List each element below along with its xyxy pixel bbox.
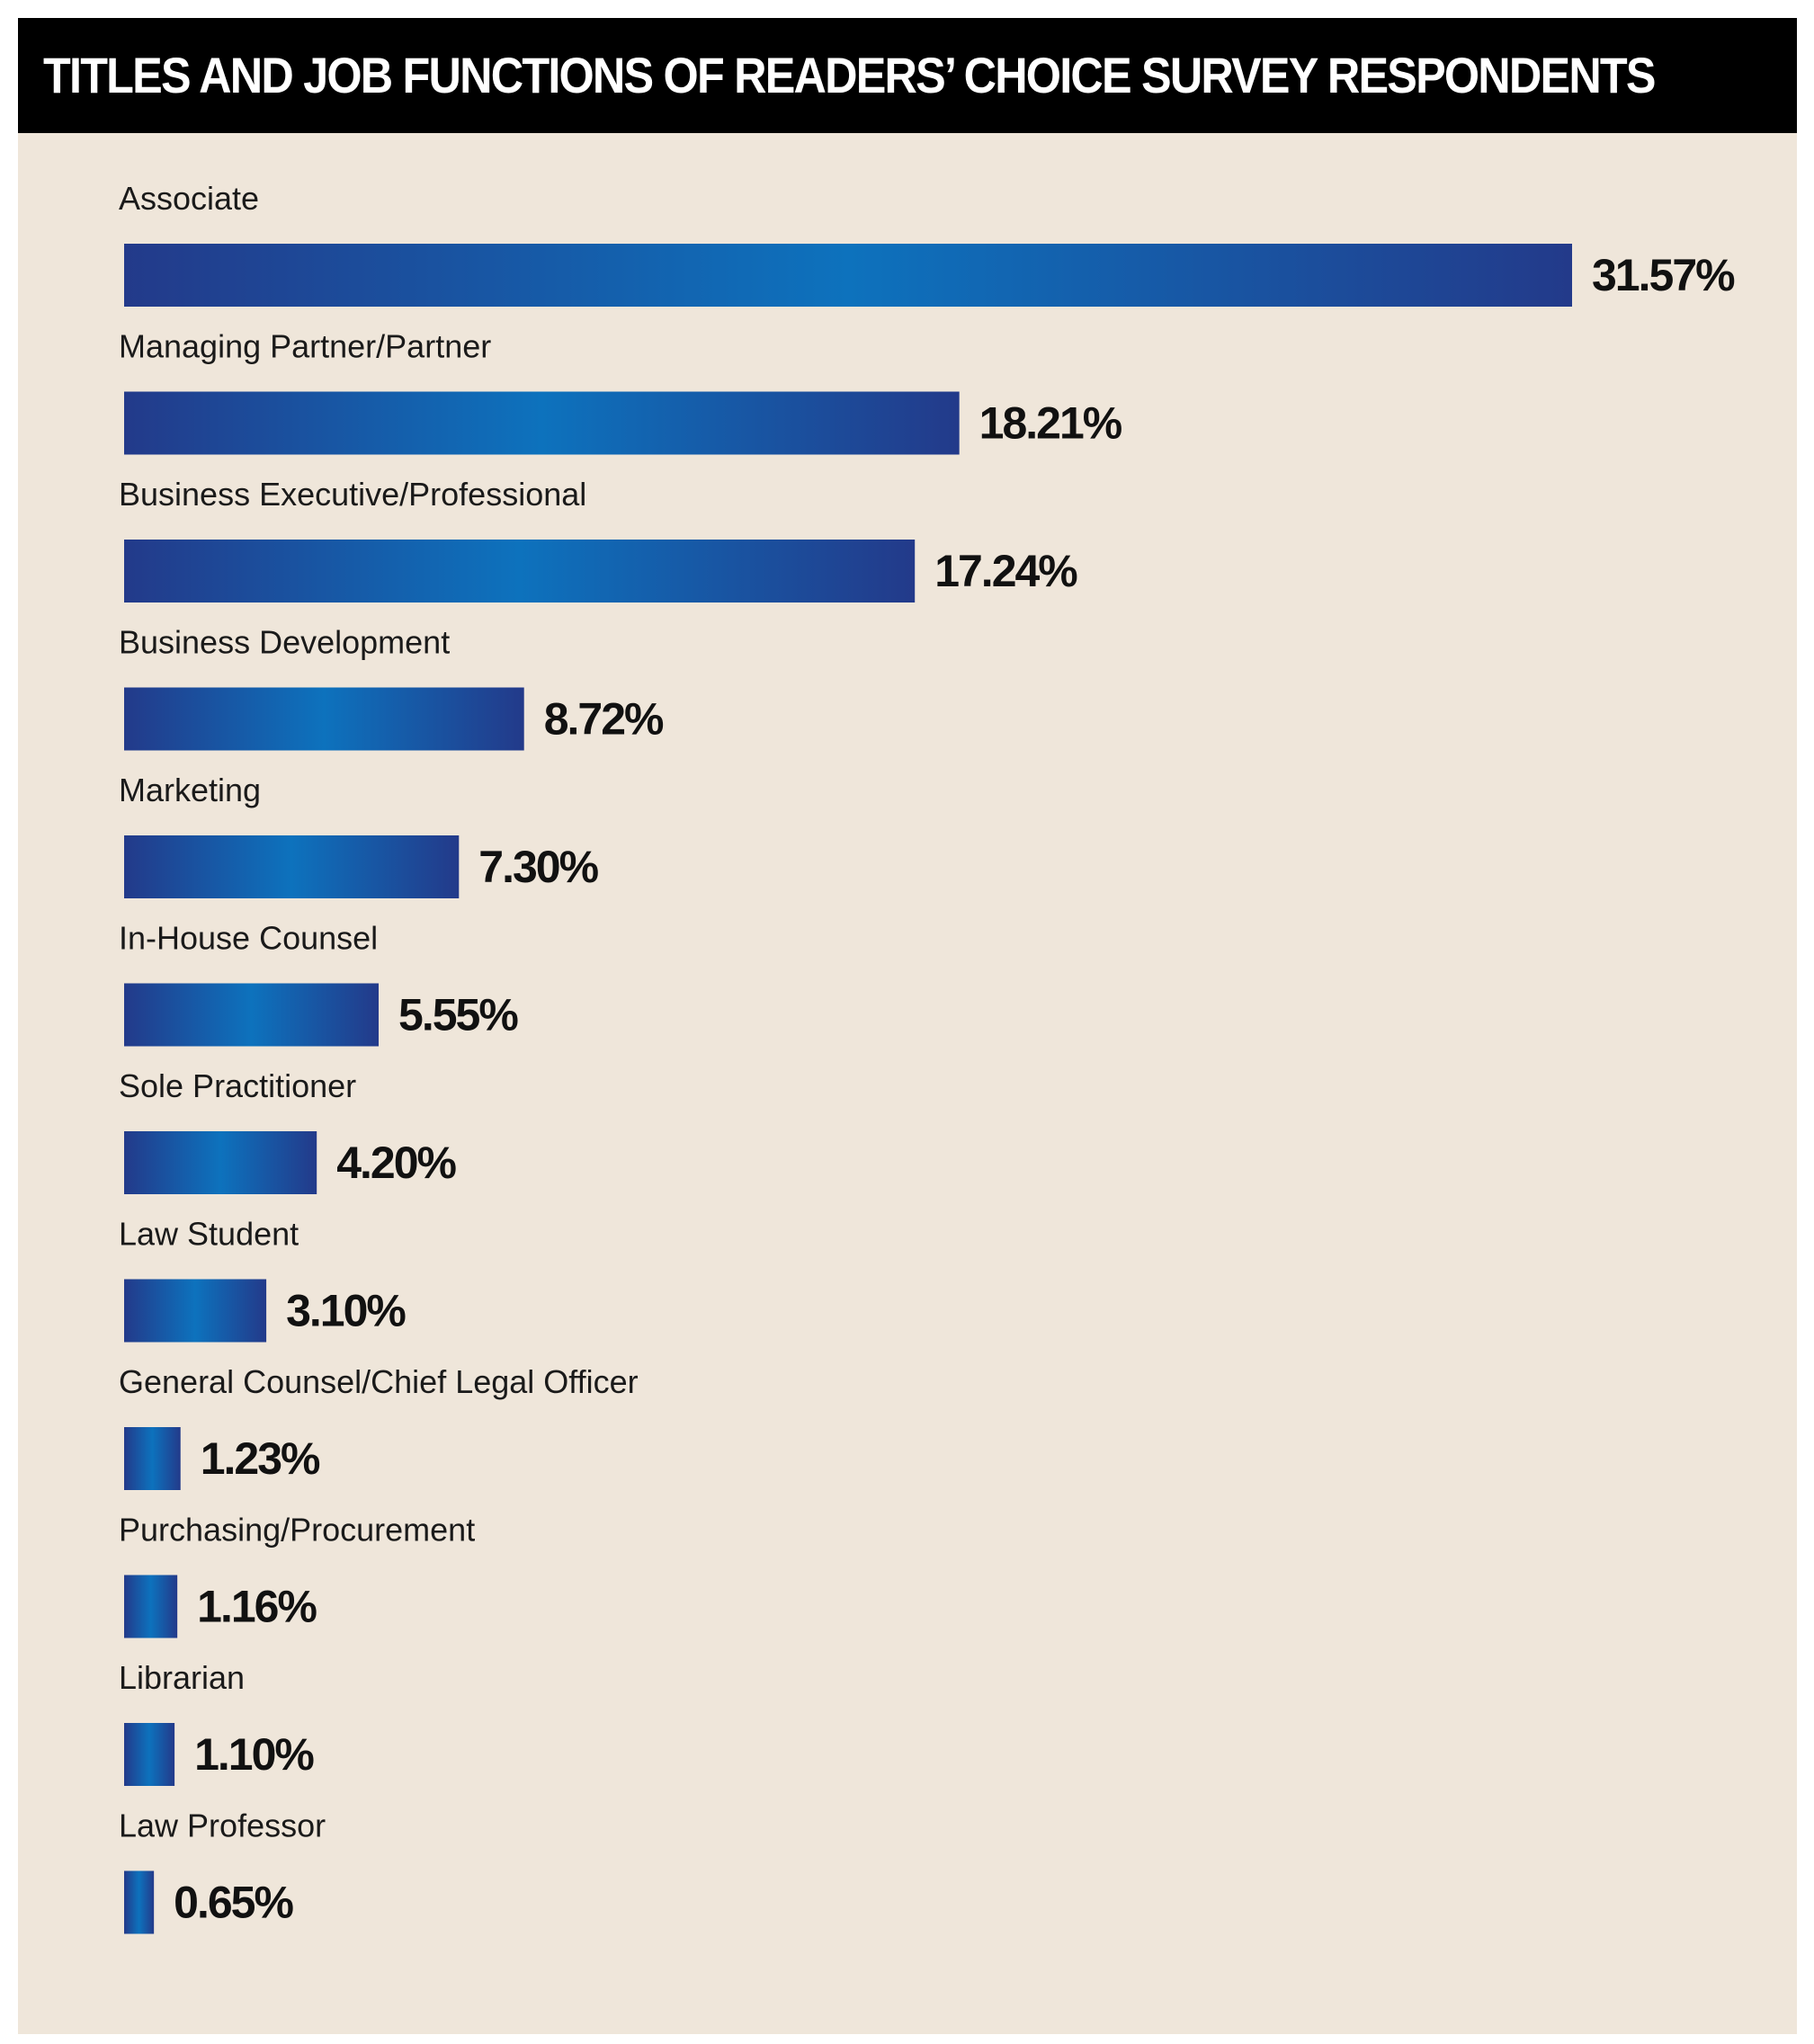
value-label: 4.20% (336, 1138, 456, 1188)
value-label: 8.72% (544, 694, 664, 745)
value-label: 18.21% (979, 398, 1122, 449)
value-label: 5.55% (398, 990, 518, 1040)
bar-row: Law Student 3.10% (119, 1216, 407, 1343)
value-label: 1.10% (194, 1729, 314, 1780)
bar (124, 983, 380, 1047)
category-label: Marketing (119, 772, 261, 808)
bar (124, 1575, 178, 1638)
bar (124, 687, 524, 751)
bar-row: Librarian 1.10% (119, 1659, 316, 1786)
category-label: Business Executive/Professional (119, 476, 586, 513)
title-bar: TITLES AND JOB FUNCTIONS OF READERS’ CHO… (18, 18, 1797, 133)
bar (124, 835, 460, 898)
bar (124, 1870, 155, 1934)
bar-row: Managing Partner/Partner 18.21% (119, 328, 1124, 455)
bar (124, 540, 916, 602)
category-label: Associate (119, 180, 259, 217)
bar (124, 1279, 267, 1343)
bar (124, 1131, 317, 1194)
category-label: Sole Practitioner (119, 1067, 356, 1104)
chart-frame: TITLES AND JOB FUNCTIONS OF READERS’ CHO… (18, 18, 1797, 2034)
category-label: Librarian (119, 1659, 245, 1696)
bar (124, 1427, 181, 1490)
bar-chart: Associate 31.57% Managing Partner/Partner 1… (119, 180, 1737, 1934)
bar-row: Sole Practitioner 4.20% (119, 1067, 459, 1194)
value-label: 7.30% (478, 842, 598, 892)
bar-row: General Counsel/Chief Legal Officer 1.23% (119, 1363, 639, 1490)
value-label: 3.10% (286, 1286, 406, 1336)
category-label: Business Development (119, 624, 450, 661)
category-label: General Counsel/Chief Legal Officer (119, 1363, 639, 1400)
category-label: Purchasing/Procurement (119, 1512, 475, 1549)
bar (124, 391, 960, 455)
bar (124, 1723, 175, 1786)
bar-row: Associate 31.57% (119, 180, 1737, 307)
value-label: 1.23% (201, 1433, 320, 1484)
bar-row: Law Professor 0.65% (119, 1807, 326, 1934)
category-label: In-House Counsel (119, 920, 378, 957)
value-label: 17.24% (934, 546, 1077, 596)
bar-row: Business Development 8.72% (119, 624, 666, 751)
bar-row: Business Executive/Professional 17.24% (119, 476, 1079, 602)
chart-title: TITLES AND JOB FUNCTIONS OF READERS’ CHO… (43, 47, 1657, 103)
bar-row: Marketing 7.30% (119, 772, 601, 898)
category-label: Law Student (119, 1216, 299, 1253)
category-label: Managing Partner/Partner (119, 328, 491, 365)
value-label: 31.57% (1592, 250, 1735, 300)
value-label: 0.65% (174, 1878, 293, 1928)
bar (124, 244, 1572, 307)
bar-row: Purchasing/Procurement 1.16% (119, 1512, 475, 1638)
category-label: Law Professor (119, 1807, 326, 1844)
bar-row: In-House Counsel 5.55% (119, 920, 520, 1047)
value-label: 1.16% (197, 1582, 317, 1632)
